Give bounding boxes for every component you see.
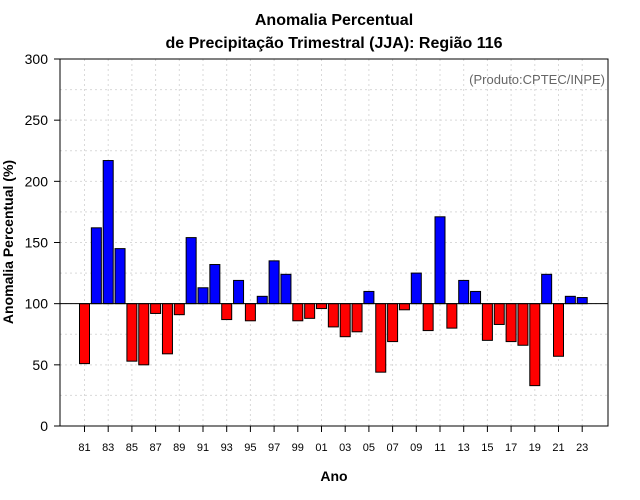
bar-92 xyxy=(209,264,221,305)
x-tick-label: 17 xyxy=(505,442,517,454)
y-axis: 0 50 100 150 200 250 300 xyxy=(25,51,60,434)
x-tick-label: 03 xyxy=(339,442,351,454)
bar-87 xyxy=(150,303,162,314)
bar-94 xyxy=(233,279,245,305)
x-tick-label: 23 xyxy=(576,442,588,454)
bar-99 xyxy=(292,303,304,322)
bar-04 xyxy=(351,303,363,333)
bar-85 xyxy=(126,303,138,362)
bar-16 xyxy=(493,303,505,325)
bar-89 xyxy=(173,303,185,316)
bar-06 xyxy=(375,303,387,373)
x-tick-label: 01 xyxy=(315,442,327,454)
bar-17 xyxy=(505,303,517,343)
x-tick-label: 07 xyxy=(386,442,398,454)
bars xyxy=(79,160,588,387)
bar-22 xyxy=(564,295,576,305)
bar-98 xyxy=(280,273,292,305)
bar-19 xyxy=(529,303,541,387)
x-tick-label: 05 xyxy=(363,442,375,454)
y-tick-label: 300 xyxy=(25,51,49,67)
y-tick-label: 50 xyxy=(32,357,48,373)
bar-97 xyxy=(268,260,280,305)
bar-96 xyxy=(256,295,268,305)
y-axis-label: Anomalia Percentual (%) xyxy=(0,160,16,324)
x-tick-label: 09 xyxy=(410,442,422,454)
y-tick-label: 100 xyxy=(25,296,49,312)
bar-83 xyxy=(102,160,114,305)
y-tick-label: 200 xyxy=(25,173,49,189)
bar-81 xyxy=(79,303,90,365)
plot-frame xyxy=(59,58,609,427)
bar-82 xyxy=(90,227,102,305)
bar-21 xyxy=(553,303,564,357)
x-tick-label: 83 xyxy=(102,442,114,454)
bar-18 xyxy=(517,303,529,346)
grid xyxy=(60,59,608,426)
bar-91 xyxy=(197,287,209,305)
chart-title-line1: Anomalia Percentual xyxy=(255,12,413,29)
y-tick-label: 250 xyxy=(25,112,49,128)
bar-02 xyxy=(327,303,339,328)
chart-title-line2: de Precipitação Trimestral (JJA): Região… xyxy=(165,35,502,52)
x-tick-label: 11 xyxy=(434,442,445,454)
bar-88 xyxy=(161,303,173,355)
x-tick-label: 97 xyxy=(268,442,280,454)
x-tick-label: 93 xyxy=(221,442,233,454)
bar-10 xyxy=(422,303,434,332)
bar-93 xyxy=(221,303,233,321)
bar-01 xyxy=(316,303,327,310)
x-tick-label: 15 xyxy=(481,442,493,454)
x-tick-label: 19 xyxy=(529,442,541,454)
bar-13 xyxy=(458,279,470,305)
bar-09 xyxy=(410,272,422,305)
bar-05 xyxy=(363,290,375,305)
bar-03 xyxy=(339,303,351,338)
bar-11 xyxy=(434,216,446,305)
x-tick-label: 99 xyxy=(292,442,304,454)
x-tick-label: 21 xyxy=(552,442,564,454)
bar-20 xyxy=(541,273,553,305)
credit-text: (Produto:CPTEC/INPE) xyxy=(469,72,605,87)
x-tick-label: 87 xyxy=(149,442,161,454)
bar-00 xyxy=(304,303,316,319)
bar-86 xyxy=(138,303,150,366)
bar-84 xyxy=(114,248,126,305)
x-tick-label: 95 xyxy=(244,442,256,454)
bar-08 xyxy=(398,303,410,311)
bar-95 xyxy=(244,303,256,322)
bar-07 xyxy=(387,303,399,343)
bar-12 xyxy=(446,303,458,329)
y-tick-label: 0 xyxy=(40,418,48,434)
x-tick-label: 89 xyxy=(173,442,185,454)
bar-90 xyxy=(185,237,197,305)
y-tick-label: 150 xyxy=(25,235,49,251)
bar-14 xyxy=(470,290,482,305)
x-tick-label: 13 xyxy=(458,442,470,454)
bar-15 xyxy=(481,303,493,341)
x-tick-label: 81 xyxy=(78,442,90,454)
x-axis-label: Ano xyxy=(320,468,347,484)
bar-23 xyxy=(576,297,588,305)
x-tick-label: 85 xyxy=(126,442,138,454)
x-tick-label: 91 xyxy=(197,442,209,454)
x-axis: 81 83 85 87 89 91 93 95 97 99 01 03 05 07 09 11 13 15 17 19… xyxy=(78,426,588,454)
